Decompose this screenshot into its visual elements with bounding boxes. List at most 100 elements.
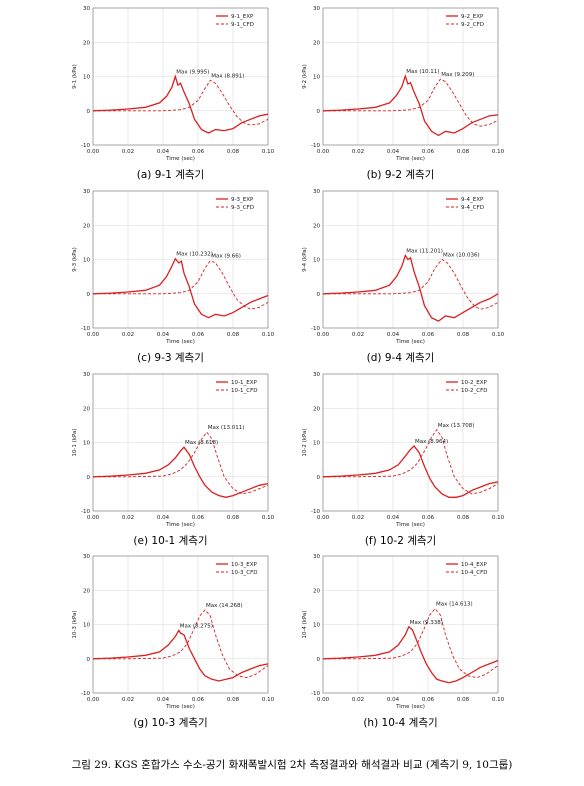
x-tick-label: 0.08 bbox=[227, 515, 240, 521]
x-tick-label: 0.04 bbox=[387, 149, 400, 155]
x-tick-label: 0.08 bbox=[457, 515, 470, 521]
x-tick-label: 0.10 bbox=[492, 149, 505, 155]
y-tick-label: 20 bbox=[83, 406, 90, 412]
x-tick-label: 0.02 bbox=[122, 697, 134, 703]
x-tick-label: 0.00 bbox=[87, 332, 100, 338]
x-tick-label: 0.00 bbox=[317, 697, 330, 703]
data-annotation: Max (13.011) bbox=[208, 425, 245, 431]
x-tick-label: 0.04 bbox=[387, 332, 400, 338]
legend-label: 9-4_CFD bbox=[461, 205, 484, 211]
x-axis-label: Time (sec) bbox=[165, 522, 195, 528]
x-axis-label: Time (sec) bbox=[395, 704, 425, 710]
x-tick-label: 0.06 bbox=[422, 697, 435, 703]
series-line bbox=[92, 257, 269, 319]
series-line bbox=[322, 625, 499, 684]
plot-frame bbox=[92, 373, 269, 512]
x-tick-label: 0.04 bbox=[157, 149, 170, 155]
y-tick-label: -10 bbox=[81, 509, 90, 515]
legend-label: 10-4_EXP bbox=[461, 562, 487, 568]
y-tick-label: 20 bbox=[313, 223, 320, 229]
y-tick-label: 30 bbox=[313, 372, 320, 378]
panel-caption: (g) 10-3 계측기 bbox=[133, 717, 207, 729]
y-tick-label: 10 bbox=[313, 75, 320, 81]
panel-caption: (f) 10-2 계측기 bbox=[365, 535, 436, 547]
plot-frame bbox=[322, 373, 499, 512]
series-line bbox=[323, 258, 499, 310]
legend-label: 10-2_EXP bbox=[461, 380, 487, 386]
data-annotation: Max (11.201) bbox=[406, 248, 443, 254]
y-tick-label: 0 bbox=[317, 109, 321, 115]
x-tick-label: 0.06 bbox=[192, 515, 205, 521]
y-tick-label: 10 bbox=[313, 441, 320, 447]
x-tick-label: 0.06 bbox=[192, 149, 205, 155]
legend-label: 10-1_EXP bbox=[231, 380, 257, 386]
y-tick-label: 0 bbox=[317, 292, 321, 298]
x-tick-label: 0.02 bbox=[352, 332, 364, 338]
plot-frame bbox=[92, 190, 269, 329]
y-tick-label: 0 bbox=[87, 292, 91, 298]
y-axis-label: 10-2 (kPa) bbox=[302, 428, 308, 456]
x-tick-label: 0.06 bbox=[192, 332, 205, 338]
chart-panel: 0.00 0.02 0.04 0.06 0.08 0.10 -10 0 10 20 30 Time (… bbox=[302, 554, 505, 729]
y-tick-label: 20 bbox=[83, 588, 90, 594]
x-tick-label: 0.08 bbox=[457, 149, 470, 155]
y-axis-label: 10-1 (kPa) bbox=[72, 428, 78, 456]
figure-caption: 그림 29. KGS 혼합가스 수소-공기 화재폭발시험 2차 측정결과와 해석… bbox=[71, 759, 513, 771]
legend-label: 10-1_CFD bbox=[231, 388, 257, 394]
panel-caption: (c) 9-3 계측기 bbox=[137, 352, 204, 364]
series-line bbox=[93, 609, 269, 679]
legend-label: 9-2_EXP bbox=[461, 14, 484, 20]
y-tick-label: 30 bbox=[83, 6, 90, 12]
y-tick-label: 30 bbox=[83, 554, 90, 560]
y-axis-label: 9-1 (kPa) bbox=[72, 64, 78, 89]
x-tick-label: 0.10 bbox=[262, 332, 275, 338]
panel-caption: (a) 9-1 계측기 bbox=[137, 169, 204, 181]
data-annotation: Max (14.613) bbox=[436, 602, 473, 608]
x-tick-label: 0.10 bbox=[492, 515, 505, 521]
legend-label: 9-3_CFD bbox=[231, 205, 254, 211]
y-tick-label: 10 bbox=[83, 258, 90, 264]
y-axis-label: 9-2 (kPa) bbox=[302, 64, 308, 89]
x-tick-label: 0.10 bbox=[262, 697, 275, 703]
chart-panel: 0.00 0.02 0.04 0.06 0.08 0.10 -10 0 10 20 30 Time (… bbox=[302, 6, 505, 181]
chart-panel: 0.00 0.02 0.04 0.06 0.08 0.10 -10 0 10 20 30 Time (… bbox=[72, 372, 275, 547]
y-tick-label: 30 bbox=[313, 554, 320, 560]
y-tick-label: 30 bbox=[313, 6, 320, 12]
data-annotation: Max (13.708) bbox=[438, 423, 475, 429]
series-line bbox=[92, 74, 269, 134]
x-axis-label: Time (sec) bbox=[165, 156, 195, 162]
legend-label: 9-3_EXP bbox=[231, 197, 254, 203]
x-tick-label: 0.04 bbox=[157, 515, 170, 521]
x-tick-label: 0.02 bbox=[122, 149, 134, 155]
y-tick-label: 0 bbox=[317, 657, 321, 663]
x-tick-label: 0.00 bbox=[317, 332, 330, 338]
x-tick-label: 0.02 bbox=[352, 149, 364, 155]
y-tick-label: 10 bbox=[313, 623, 320, 629]
legend-label: 9-4_EXP bbox=[461, 197, 484, 203]
y-tick-label: 10 bbox=[83, 75, 90, 81]
x-axis-label: Time (sec) bbox=[165, 339, 195, 345]
y-tick-label: 10 bbox=[83, 623, 90, 629]
panel-caption: (h) 10-4 계측기 bbox=[363, 717, 437, 729]
y-tick-label: -10 bbox=[311, 509, 320, 515]
x-tick-label: 0.02 bbox=[122, 332, 134, 338]
x-tick-label: 0.00 bbox=[317, 515, 330, 521]
y-tick-label: 20 bbox=[313, 588, 320, 594]
y-tick-label: 30 bbox=[313, 189, 320, 195]
x-axis-label: Time (sec) bbox=[395, 522, 425, 528]
series-line bbox=[322, 445, 499, 498]
data-annotation: Max (10.232) bbox=[176, 252, 213, 258]
x-tick-label: 0.08 bbox=[227, 697, 240, 703]
series-line bbox=[323, 429, 499, 495]
x-tick-label: 0.04 bbox=[387, 515, 400, 521]
data-annotation: Max (9.338) bbox=[410, 620, 443, 626]
chart-panel: 0.00 0.02 0.04 0.06 0.08 0.10 -10 0 10 20 30 Time (… bbox=[302, 189, 505, 364]
y-tick-label: 0 bbox=[87, 475, 91, 481]
y-tick-label: 10 bbox=[313, 258, 320, 264]
series-line bbox=[92, 446, 269, 498]
chart-panel: 0.00 0.02 0.04 0.06 0.08 0.10 -10 0 10 20 30 Time (… bbox=[72, 6, 275, 181]
plot-frame bbox=[92, 555, 269, 694]
x-tick-label: 0.08 bbox=[227, 332, 240, 338]
data-annotation: Max (14.268) bbox=[206, 603, 243, 609]
